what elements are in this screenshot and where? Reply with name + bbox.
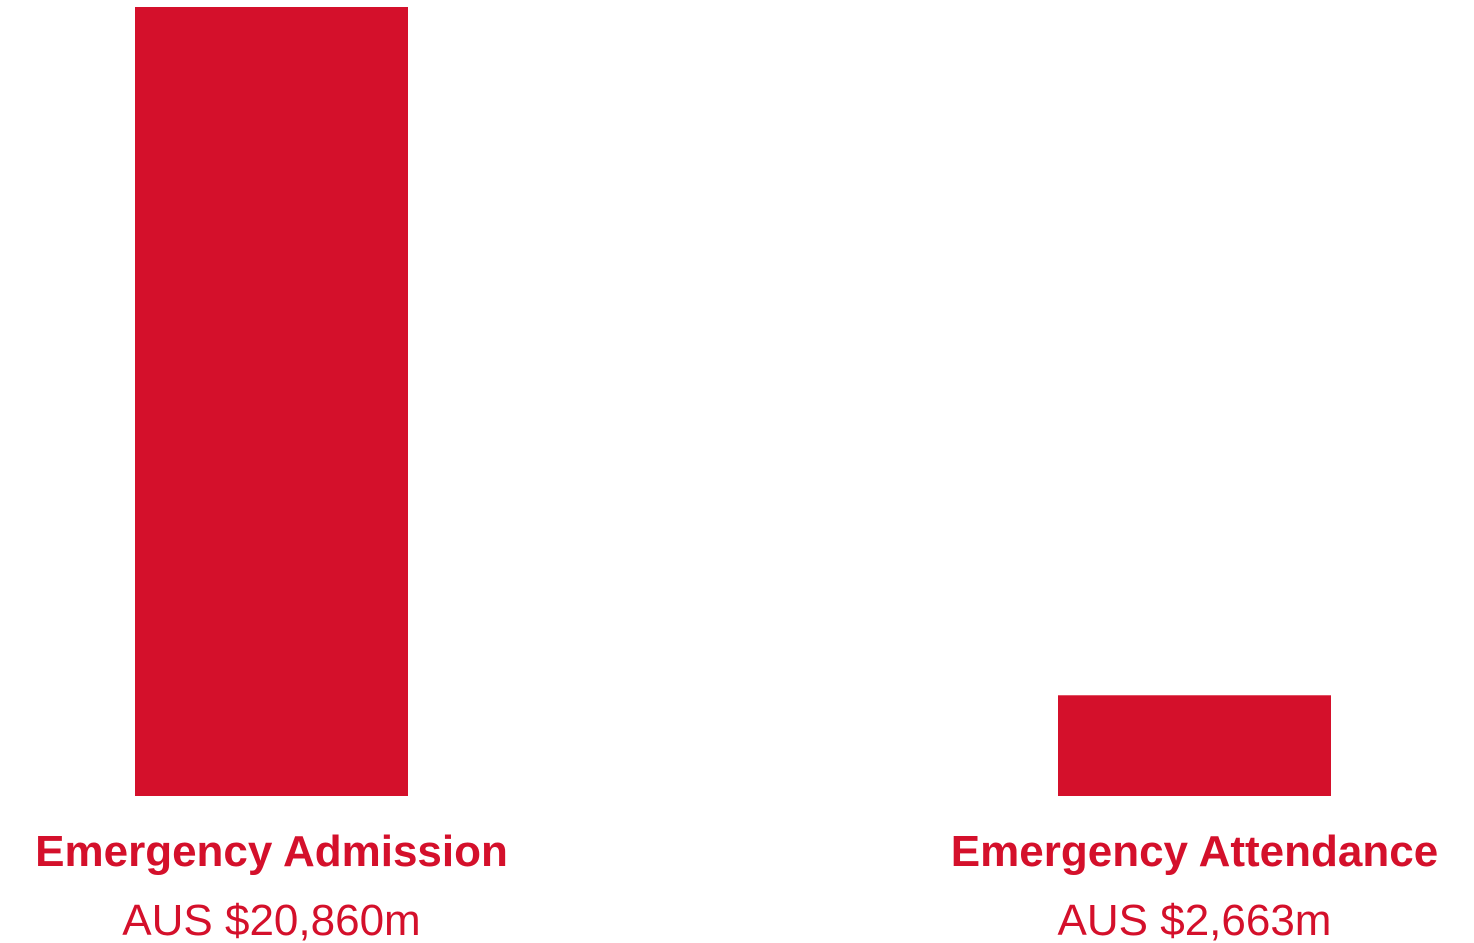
category-label: Emergency Admission [35,827,508,876]
labels-group: Emergency Admission AUS $20,860m Emergency… [35,827,1438,943]
category-label: Emergency Attendance [951,827,1438,876]
bar-emergency-attendance [1058,695,1331,796]
value-label: AUS $2,663m [1058,896,1332,943]
bars-group [135,7,1331,796]
bar-emergency-admission [135,7,408,796]
value-label: AUS $20,860m [122,896,420,943]
